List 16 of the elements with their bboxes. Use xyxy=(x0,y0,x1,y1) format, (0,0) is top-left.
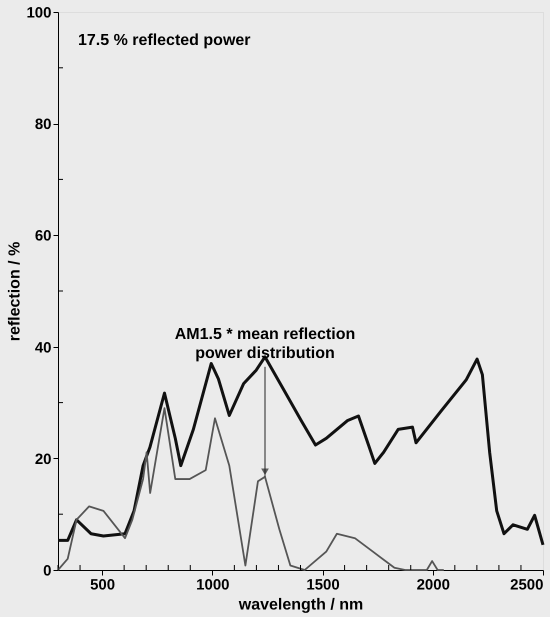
y-tick-label: 0 xyxy=(43,562,52,580)
x-tick-label: 1000 xyxy=(196,576,230,594)
x-tick-label: 2500 xyxy=(510,576,544,594)
x-tick-label: 2000 xyxy=(416,576,450,594)
y-tick-label: 40 xyxy=(34,339,52,356)
x-tick-label: 1500 xyxy=(306,576,340,594)
annotation: 17.5 % reflected power xyxy=(78,32,251,49)
y-tick-label: 60 xyxy=(34,228,52,245)
y-tick-label: 20 xyxy=(34,450,52,468)
line-series xyxy=(57,407,445,571)
annotation: AM1.5 * mean reflection power distribution xyxy=(174,326,356,362)
y-tick-label: 80 xyxy=(34,116,52,134)
y-axis-title: reflection / % xyxy=(6,242,24,342)
x-axis-title: wavelength / nm xyxy=(238,596,364,614)
y-tick-label: 100 xyxy=(26,4,52,22)
x-tick-label: 500 xyxy=(90,576,116,594)
